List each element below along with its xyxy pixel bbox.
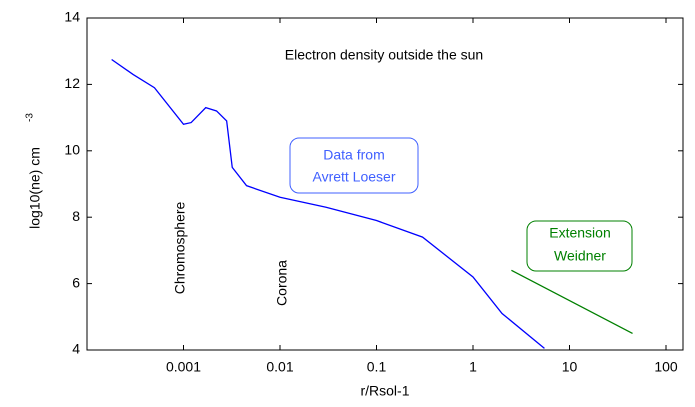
y-tick-label: 10 [64,142,80,158]
y-tick-label: 4 [72,341,80,357]
region-label: Chromosphere [172,201,188,294]
y-tick-label: 14 [64,9,80,25]
x-tick-label: 0.001 [166,359,201,375]
y-tick-label: 8 [72,208,80,224]
x-tick-label: 10 [562,359,578,375]
chart-title: Electron density outside the sun [285,47,483,63]
y-tick-label: 6 [72,274,80,290]
y-axis-label-superscript: -3 [25,113,36,122]
annotation-box [526,220,633,272]
x-tick-label: 0.01 [266,359,293,375]
region-label: Corona [274,260,290,306]
x-axis-label: r/Rsol-1 [360,383,409,399]
annotation-box [289,137,419,194]
annotation-text: Extension [549,225,610,241]
data-line [111,58,545,349]
x-tick-label: 0.1 [367,359,387,375]
y-axis-label-group: log10(ne) cm -3 [25,113,43,229]
plot-area [86,17,684,351]
annotation-text: Data from [323,147,384,163]
x-tick-label: 100 [654,359,678,375]
x-tick-label: 1 [469,359,477,375]
data-line [511,269,633,334]
annotation-text: Avrett Loeser [312,169,395,185]
y-axis-label: log10(ne) cm [27,147,43,229]
annotation-text: Weidner [554,248,606,264]
y-tick-label: 12 [64,75,80,91]
